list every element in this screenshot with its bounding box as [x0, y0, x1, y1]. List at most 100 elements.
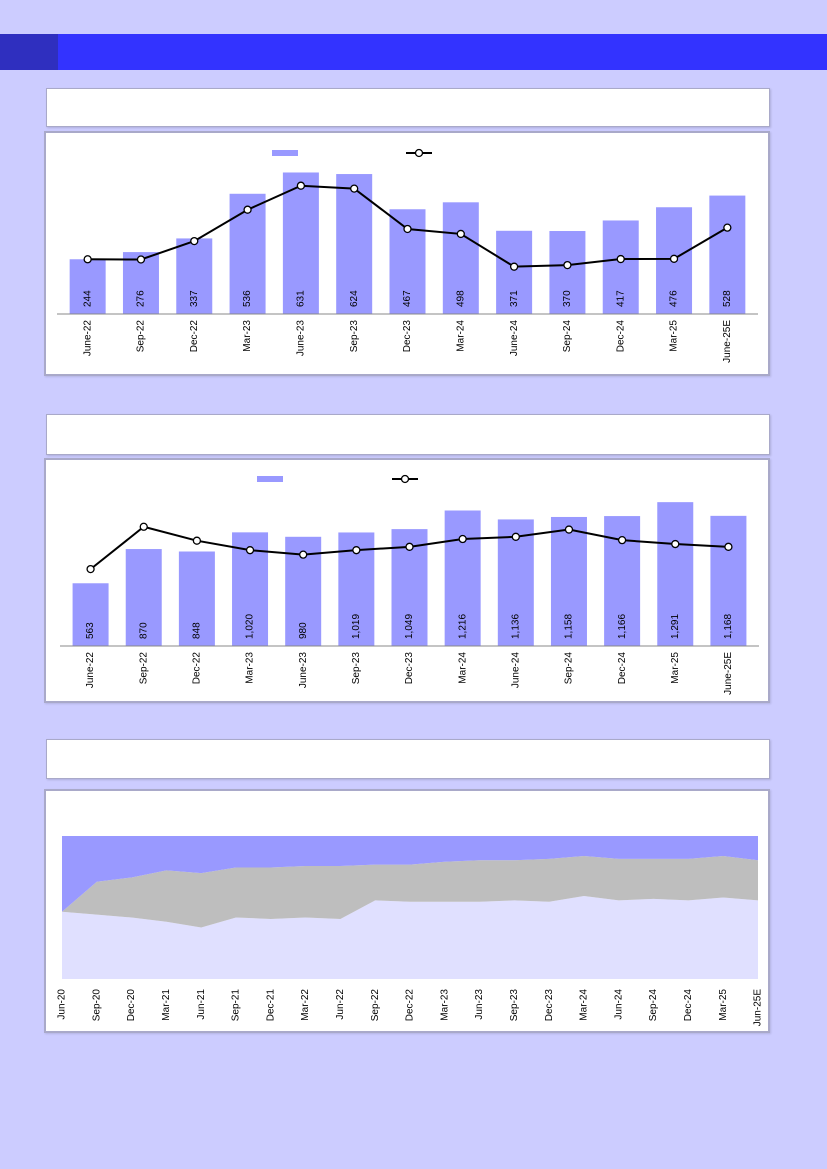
line-point	[83, 255, 92, 264]
legend-line-marker	[400, 474, 410, 484]
bar-value-label: 417	[615, 290, 626, 307]
bar-value-label: 498	[455, 290, 466, 307]
x-tick-label: Jun-21	[196, 989, 207, 1020]
x-tick-label: June-24	[510, 652, 521, 689]
line-point	[405, 542, 414, 551]
line-point	[296, 181, 306, 190]
line-point	[352, 546, 361, 555]
x-tick-label: Sep-24	[564, 652, 575, 685]
x-tick-label: Sep-21	[231, 989, 242, 1022]
line-point	[509, 262, 519, 271]
bar	[125, 549, 162, 646]
bar-value-label: 1,049	[404, 614, 415, 639]
x-tick-label: Sep-23	[509, 989, 520, 1022]
x-tick-label: Sep-20	[91, 989, 102, 1022]
bar	[496, 230, 533, 314]
x-tick-label: Mar-23	[439, 989, 450, 1021]
bar	[72, 583, 109, 646]
line-point	[563, 260, 572, 270]
bar-value-label: 1,020	[245, 614, 256, 639]
line-point	[190, 236, 199, 246]
x-tick-label: Mar-23	[242, 320, 253, 352]
line-point	[458, 534, 467, 544]
bar-value-label: 467	[402, 290, 413, 307]
bar-value-label: 528	[722, 290, 733, 307]
bar	[709, 195, 746, 314]
line-point	[243, 205, 252, 214]
x-tick-label: Mar-24	[579, 989, 590, 1021]
x-tick-label: Dec-22	[192, 652, 203, 685]
bar	[549, 231, 586, 314]
bar	[657, 502, 694, 646]
x-tick-label: Dec-23	[402, 320, 413, 353]
bar-value-label: 476	[669, 290, 680, 307]
x-tick-label: Mar-25	[670, 652, 681, 684]
line-point	[671, 539, 680, 549]
bar	[710, 515, 747, 646]
chart-2-svg: 563 June-22 870 Sep-22 848 Dec-22 1,020 Mar-23 9…	[60, 474, 759, 695]
x-tick-label: Mar-25	[669, 320, 680, 352]
area-series-upper	[62, 836, 758, 912]
chart-2-title-box	[46, 414, 770, 455]
bar	[69, 259, 106, 314]
x-tick-label: Jun-25E	[753, 989, 764, 1027]
x-tick-label: Sep-22	[138, 652, 149, 685]
x-tick-label: Jun-20	[57, 989, 68, 1020]
line-point	[192, 536, 202, 545]
x-tick-label: Sep-24	[562, 320, 573, 353]
line-point	[723, 223, 732, 232]
line-point	[86, 564, 95, 574]
chart-3-panel: Jun-20 Sep-20 Dec-20 Mar-21 Jun-21 Sep-21 Dec-…	[44, 789, 770, 1033]
bar-value-label: 1,168	[723, 614, 734, 639]
line-point	[616, 254, 625, 264]
line-point	[724, 542, 733, 551]
line-point	[564, 525, 574, 534]
bar	[282, 172, 319, 314]
x-tick-label: Mar-25	[718, 989, 729, 1021]
x-tick-label: June-25E	[722, 320, 733, 363]
x-tick-label: June-25E	[723, 652, 734, 695]
line-point	[511, 532, 520, 541]
bar-value-label: 1,136	[510, 614, 521, 639]
x-tick-label: Mar-21	[161, 989, 172, 1021]
line-point	[617, 535, 627, 545]
line-point	[350, 184, 359, 193]
bar-value-label: 276	[136, 290, 147, 307]
x-tick-label: Dec-23	[544, 989, 555, 1022]
area-series-middle	[62, 856, 758, 928]
chart-1-panel: 244 June-22 276 Sep-22 337 Dec-22 536 Mar-23 631…	[44, 131, 770, 376]
x-tick-label: Sep-22	[136, 320, 147, 353]
bar-value-label: 1,291	[670, 614, 681, 639]
bar-value-label: 1,158	[564, 614, 575, 639]
line-point	[669, 254, 679, 263]
x-tick-label: June-22	[82, 320, 93, 357]
x-tick-label: June-22	[85, 652, 96, 689]
x-tick-label: Dec-22	[189, 320, 200, 353]
bar	[444, 510, 481, 646]
bar-value-label: 848	[192, 622, 203, 639]
x-tick-label: Dec-23	[404, 652, 415, 685]
bar-value-label: 371	[509, 290, 520, 307]
chart-2-panel: 563 June-22 870 Sep-22 848 Dec-22 1,020 Mar-23 9…	[44, 458, 770, 703]
header-band	[0, 34, 827, 70]
bar-value-label: 337	[189, 290, 200, 307]
x-tick-label: Dec-24	[617, 652, 628, 685]
bar	[550, 516, 587, 646]
x-tick-label: Mar-23	[245, 652, 256, 684]
header-tab	[0, 34, 58, 70]
legend-bar-swatch	[257, 476, 283, 482]
x-tick-label: Mar-22	[300, 989, 311, 1021]
x-tick-label: June-24	[509, 320, 520, 357]
chart-3-title-box	[46, 739, 770, 779]
x-tick-label: Mar-24	[455, 320, 466, 352]
line-point	[245, 546, 255, 555]
line-point	[403, 224, 412, 234]
chart-1-svg: 244 June-22 276 Sep-22 337 Dec-22 536 Mar-23 631…	[57, 148, 758, 363]
x-tick-label: Jun-22	[335, 989, 346, 1020]
bar-value-label: 631	[296, 290, 307, 307]
x-tick-label: June-23	[296, 320, 307, 357]
x-tick-label: Sep-23	[351, 652, 362, 685]
area-series-lower	[62, 896, 758, 979]
bar	[176, 238, 213, 314]
bar-value-label: 1,019	[351, 614, 362, 639]
